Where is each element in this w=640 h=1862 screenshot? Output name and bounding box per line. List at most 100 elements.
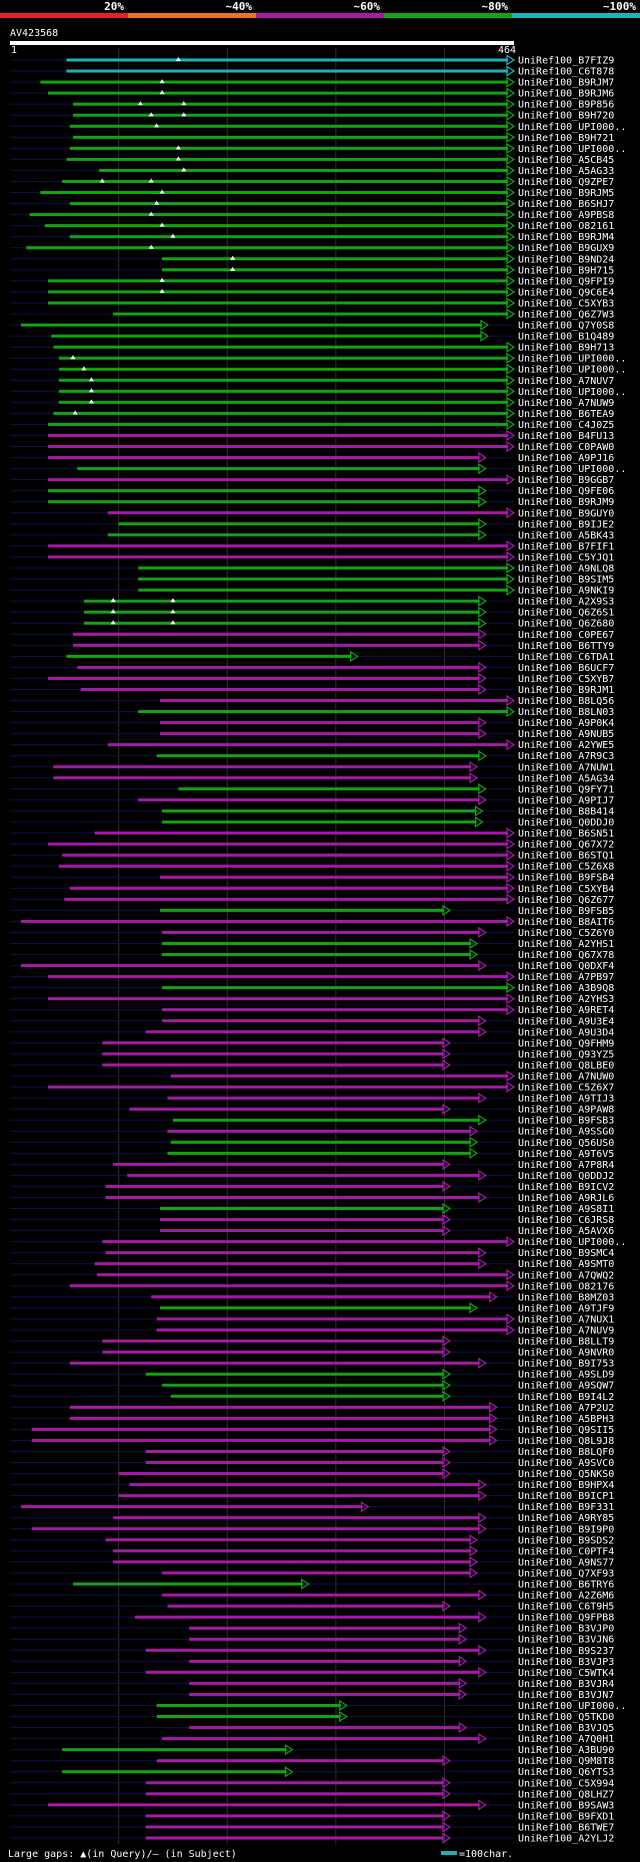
hit-bar[interactable] xyxy=(159,1207,444,1211)
hit-label[interactable]: UniRef100_B9SAW3 xyxy=(518,1800,614,1811)
hit-bar[interactable] xyxy=(48,290,508,294)
hit-bar[interactable] xyxy=(66,654,352,658)
hit-label[interactable]: UniRef100_A9NVR0 xyxy=(518,1348,614,1359)
hit-bar[interactable] xyxy=(62,853,508,857)
hit-bar[interactable] xyxy=(162,257,508,261)
hit-label[interactable]: UniRef100_A2YHS1 xyxy=(518,939,614,950)
hit-bar[interactable] xyxy=(69,1416,491,1420)
hit-bar[interactable] xyxy=(189,1637,461,1641)
hit-bar[interactable] xyxy=(145,1814,444,1818)
hit-label[interactable]: UniRef100_B3VJP3 xyxy=(518,1657,614,1668)
hit-label[interactable]: UniRef100_B9H713 xyxy=(518,343,614,354)
hit-bar[interactable] xyxy=(48,842,508,846)
hit-bar[interactable] xyxy=(118,522,480,526)
hit-bar[interactable] xyxy=(162,930,480,934)
hit-label[interactable]: UniRef100_C4J0Z5 xyxy=(518,420,614,431)
hit-label[interactable]: UniRef100_A9RET4 xyxy=(518,1005,614,1016)
hit-label[interactable]: UniRef100_B8AIT6 xyxy=(518,917,614,928)
hit-label[interactable]: UniRef100_C5XYB4 xyxy=(518,884,614,895)
hit-label[interactable]: UniRef100_A9NKI9 xyxy=(518,586,614,597)
hit-bar[interactable] xyxy=(73,632,480,636)
hit-label[interactable]: UniRef100_B9FXD1 xyxy=(518,1811,614,1822)
hit-label[interactable]: UniRef100_Q5NKS0 xyxy=(518,1469,614,1480)
hit-bar[interactable] xyxy=(48,91,508,95)
hit-label[interactable]: UniRef100_B3VJN6 xyxy=(518,1635,614,1646)
hit-bar[interactable] xyxy=(58,367,509,371)
hit-label[interactable]: UniRef100_Q0DDJ0 xyxy=(518,818,614,829)
hit-bar[interactable] xyxy=(58,378,509,382)
hit-bar[interactable] xyxy=(20,964,480,968)
hit-label[interactable]: UniRef100_B9HPX4 xyxy=(518,1480,614,1491)
hit-bar[interactable] xyxy=(151,1295,491,1299)
hit-bar[interactable] xyxy=(58,356,509,360)
hit-bar[interactable] xyxy=(162,809,477,813)
hit-bar[interactable] xyxy=(80,687,480,691)
hit-bar[interactable] xyxy=(162,1019,480,1023)
hit-label[interactable]: UniRef100_B8B414 xyxy=(518,806,614,817)
hit-bar[interactable] xyxy=(69,235,508,239)
hit-bar[interactable] xyxy=(107,511,509,515)
hit-label[interactable]: UniRef100_A7PB97 xyxy=(518,972,614,983)
hit-label[interactable]: UniRef100_Q0DDJ2 xyxy=(518,1171,614,1182)
hit-bar[interactable] xyxy=(156,1715,341,1719)
hit-bar[interactable] xyxy=(62,1770,287,1774)
hit-bar[interactable] xyxy=(105,1184,444,1188)
hit-label[interactable]: UniRef100_A9RJL6 xyxy=(518,1193,614,1204)
hit-label[interactable]: UniRef100_B9H720 xyxy=(518,111,614,122)
hit-label[interactable]: UniRef100_A2Z6M6 xyxy=(518,1591,614,1602)
hit-bar[interactable] xyxy=(44,224,509,228)
hit-label[interactable]: UniRef100_B9SIM5 xyxy=(518,575,614,586)
hit-bar[interactable] xyxy=(162,820,477,824)
hit-bar[interactable] xyxy=(20,919,509,923)
hit-label[interactable]: UniRef100_B6STQ1 xyxy=(518,851,614,862)
hit-bar[interactable] xyxy=(64,897,508,901)
hit-label[interactable]: UniRef100_B3VJQ5 xyxy=(518,1723,614,1734)
hit-label[interactable]: UniRef100_B9F331 xyxy=(518,1502,614,1513)
hit-bar[interactable] xyxy=(53,345,509,349)
hit-label[interactable]: UniRef100_B9RJM7 xyxy=(518,78,614,89)
hit-bar[interactable] xyxy=(167,1096,480,1100)
hit-bar[interactable] xyxy=(107,743,509,747)
hit-bar[interactable] xyxy=(145,1372,444,1376)
hit-label[interactable]: UniRef100_A9TIJ3 xyxy=(518,1094,614,1105)
hit-bar[interactable] xyxy=(170,1394,444,1398)
hit-bar[interactable] xyxy=(189,1726,461,1730)
hit-bar[interactable] xyxy=(69,202,508,206)
hit-bar[interactable] xyxy=(69,124,508,128)
hit-label[interactable]: UniRef100_B7FIZ9 xyxy=(518,56,614,67)
hit-label[interactable]: UniRef100_A5BK43 xyxy=(518,530,614,541)
hit-label[interactable]: UniRef100_O82161 xyxy=(518,221,614,232)
hit-label[interactable]: UniRef100_Q9FHM9 xyxy=(518,1038,614,1049)
hit-bar[interactable] xyxy=(145,1825,444,1829)
hit-label[interactable]: UniRef100_A7QWQ2 xyxy=(518,1270,614,1281)
hit-label[interactable]: UniRef100_B9RJM6 xyxy=(518,89,614,100)
hit-bar[interactable] xyxy=(102,1041,444,1045)
hit-bar[interactable] xyxy=(73,1582,303,1586)
hit-bar[interactable] xyxy=(105,1538,472,1542)
hit-bar[interactable] xyxy=(138,566,508,570)
hit-label[interactable]: UniRef100_B1Q489 xyxy=(518,332,614,343)
hit-label[interactable]: UniRef100_B6TTY9 xyxy=(518,641,614,652)
hit-bar[interactable] xyxy=(66,69,508,73)
hit-label[interactable]: UniRef100_UPI000.. xyxy=(518,1237,626,1248)
hit-bar[interactable] xyxy=(20,323,482,327)
hit-bar[interactable] xyxy=(159,732,480,736)
hit-label[interactable]: UniRef100_B9H721 xyxy=(518,133,614,144)
hit-bar[interactable] xyxy=(48,445,508,449)
hit-bar[interactable] xyxy=(69,886,508,890)
hit-label[interactable]: UniRef100_Q93YZ5 xyxy=(518,1049,614,1060)
hit-bar[interactable] xyxy=(77,665,480,669)
hit-bar[interactable] xyxy=(48,975,508,979)
hit-label[interactable]: UniRef100_Q9SII5 xyxy=(518,1425,614,1436)
hit-label[interactable]: UniRef100_Q9M8T8 xyxy=(518,1756,614,1767)
hit-bar[interactable] xyxy=(138,798,480,802)
hit-bar[interactable] xyxy=(73,135,508,139)
hit-bar[interactable] xyxy=(102,1350,444,1354)
hit-label[interactable]: UniRef100_A9NLQ8 xyxy=(518,564,614,575)
hit-label[interactable]: UniRef100_A2X9S3 xyxy=(518,597,614,608)
hit-label[interactable]: UniRef100_B8LN03 xyxy=(518,707,614,718)
hit-bar[interactable] xyxy=(167,1151,472,1155)
hit-bar[interactable] xyxy=(83,621,480,625)
hit-label[interactable]: UniRef100_B9H715 xyxy=(518,265,614,276)
hit-label[interactable]: UniRef100_B9ND24 xyxy=(518,254,614,265)
